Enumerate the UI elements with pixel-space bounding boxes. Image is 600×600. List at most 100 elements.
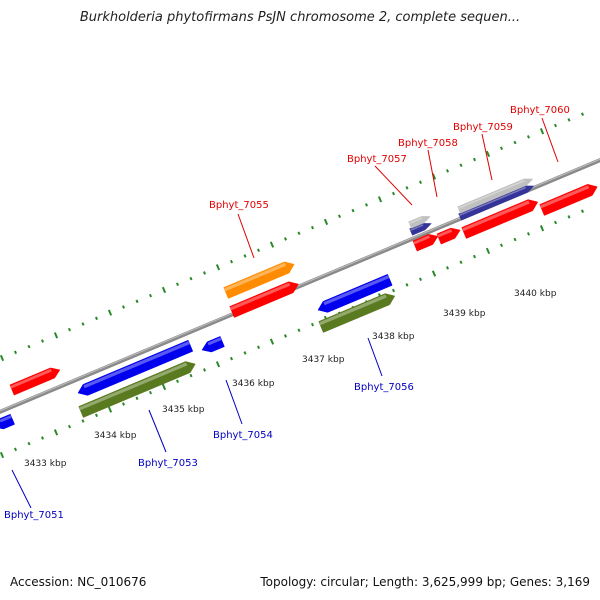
top-track-tick bbox=[256, 248, 261, 253]
top-track-tick bbox=[567, 118, 571, 122]
accession-text: Accession: NC_010676 bbox=[10, 575, 147, 589]
top-track-tick bbox=[553, 123, 558, 128]
gene-green-7056-shine bbox=[319, 294, 387, 326]
gene-orange-7055-shine bbox=[224, 262, 287, 292]
bottom-track-tick bbox=[526, 232, 531, 236]
top-track-tick bbox=[539, 128, 545, 135]
scale-label: 3440 kbp bbox=[514, 289, 557, 299]
gene-red-7058 bbox=[436, 227, 461, 245]
top-track-tick bbox=[459, 163, 463, 167]
gene-gray-7057-shine bbox=[409, 217, 423, 224]
top-track-tick bbox=[13, 350, 18, 355]
top-track-tick bbox=[67, 327, 72, 332]
gene-green-7053-shine bbox=[79, 362, 188, 411]
gene-blue-7053-shine bbox=[83, 341, 190, 389]
bottom-track-tick bbox=[431, 270, 437, 277]
gene-label[interactable]: Bphyt_7051 bbox=[4, 510, 64, 521]
top-track-tick bbox=[243, 254, 247, 258]
bottom-track-tick bbox=[405, 283, 409, 287]
bottom-track-tick bbox=[40, 436, 45, 440]
gene-label[interactable]: Bphyt_7056 bbox=[354, 382, 414, 393]
top-track-tick bbox=[526, 135, 531, 139]
top-track-tick bbox=[364, 203, 369, 207]
gene-red-7060-shine bbox=[540, 185, 590, 209]
top-track-tick bbox=[485, 150, 491, 158]
gene-red-left-shine bbox=[10, 368, 52, 389]
bottom-track-tick bbox=[310, 322, 315, 327]
label-leader-lines bbox=[11, 117, 559, 509]
bottom-track-tick bbox=[53, 429, 59, 436]
leader-line bbox=[541, 117, 559, 163]
top-track-tick bbox=[405, 186, 409, 190]
gene-label[interactable]: Bphyt_7059 bbox=[453, 122, 513, 133]
gene-red-7059-shine bbox=[462, 200, 530, 232]
scale-label: 3433 kbp bbox=[24, 459, 67, 469]
bottom-track-tick bbox=[175, 379, 180, 384]
bottom-track-tick bbox=[256, 345, 261, 350]
top-track-tick bbox=[107, 309, 113, 316]
gene-label[interactable]: Bphyt_7054 bbox=[213, 430, 273, 441]
bottom-track-tick bbox=[148, 390, 153, 395]
bottom-track-tick bbox=[418, 277, 423, 282]
top-track-tick bbox=[377, 196, 383, 203]
gene-label[interactable]: Bphyt_7058 bbox=[398, 138, 458, 149]
bottom-track-tick bbox=[539, 225, 545, 232]
gene-label[interactable]: Bphyt_7057 bbox=[347, 154, 407, 165]
bottom-track-tick bbox=[445, 266, 450, 270]
scale-label: 3437 kbp bbox=[302, 355, 345, 365]
gene-red-7058-shine bbox=[437, 229, 453, 238]
bottom-track-tick bbox=[297, 328, 301, 333]
bottom-track-tick bbox=[121, 402, 126, 406]
gene-label[interactable]: Bphyt_7053 bbox=[138, 458, 198, 469]
scale-label: 3439 kbp bbox=[443, 309, 486, 319]
bottom-track-tick bbox=[243, 351, 247, 355]
bottom-track-tick bbox=[81, 419, 85, 423]
top-track-tick bbox=[580, 112, 585, 116]
bottom-track-tick bbox=[27, 441, 31, 446]
bottom-track-tick bbox=[13, 447, 18, 452]
top-track-tick bbox=[0, 354, 5, 362]
top-track-tick bbox=[135, 299, 139, 304]
top-track-tick bbox=[472, 157, 477, 162]
top-track-tick bbox=[189, 276, 193, 281]
map-title: Burkholderia phytofirmans PsJN chromosom… bbox=[79, 10, 521, 25]
leader-line bbox=[367, 337, 383, 377]
top-track-tick bbox=[202, 271, 207, 275]
genome-stats-text: Topology: circular; Length: 3,625,999 bp… bbox=[260, 575, 590, 589]
leader-line bbox=[148, 409, 167, 453]
top-track-tick bbox=[499, 146, 504, 150]
top-track-tick bbox=[94, 316, 99, 321]
leader-line bbox=[374, 165, 413, 206]
bottom-track-tick bbox=[202, 368, 207, 372]
top-track-tick bbox=[513, 140, 517, 145]
bottom-track-tick bbox=[229, 356, 234, 361]
gene-red-7055-shine bbox=[230, 282, 291, 311]
genome-map-canvas: 3433 kbp 3434 kbp 3435 kbp 3436 kbp 3437 kbp… bbox=[0, 105, 600, 521]
gene-label[interactable]: Bphyt_7060 bbox=[510, 105, 570, 116]
gene-gray-7059 bbox=[457, 178, 534, 214]
bottom-track-tick bbox=[189, 373, 193, 378]
gene-blue-7056-shine bbox=[323, 275, 390, 306]
top-track-tick bbox=[53, 332, 59, 339]
leader-line bbox=[225, 379, 243, 425]
scale-label: 3434 kbp bbox=[94, 431, 137, 441]
bottom-track-tick bbox=[459, 260, 463, 264]
bottom-track-tick bbox=[485, 247, 491, 255]
gene-red-7059 bbox=[461, 199, 539, 239]
bottom-track-tick bbox=[283, 334, 288, 338]
top-track-tick bbox=[215, 264, 221, 271]
gene-navy-7057-shine bbox=[410, 224, 424, 231]
gene-label[interactable]: Bphyt_7055 bbox=[209, 200, 269, 211]
top-track-tick bbox=[27, 344, 31, 349]
leader-line bbox=[427, 149, 438, 198]
bottom-track-tick bbox=[94, 413, 99, 418]
bottom-track-tick bbox=[567, 215, 571, 219]
bottom-track-tick bbox=[472, 254, 477, 259]
scale-label: 3435 kbp bbox=[162, 405, 205, 415]
gene-gray-7057 bbox=[408, 216, 431, 229]
top-track-tick bbox=[161, 286, 167, 294]
bottom-track-tick bbox=[499, 243, 504, 247]
gene-navy-7059-shine bbox=[459, 186, 526, 216]
leader-line bbox=[237, 213, 255, 259]
bottom-track-tick bbox=[67, 424, 72, 429]
